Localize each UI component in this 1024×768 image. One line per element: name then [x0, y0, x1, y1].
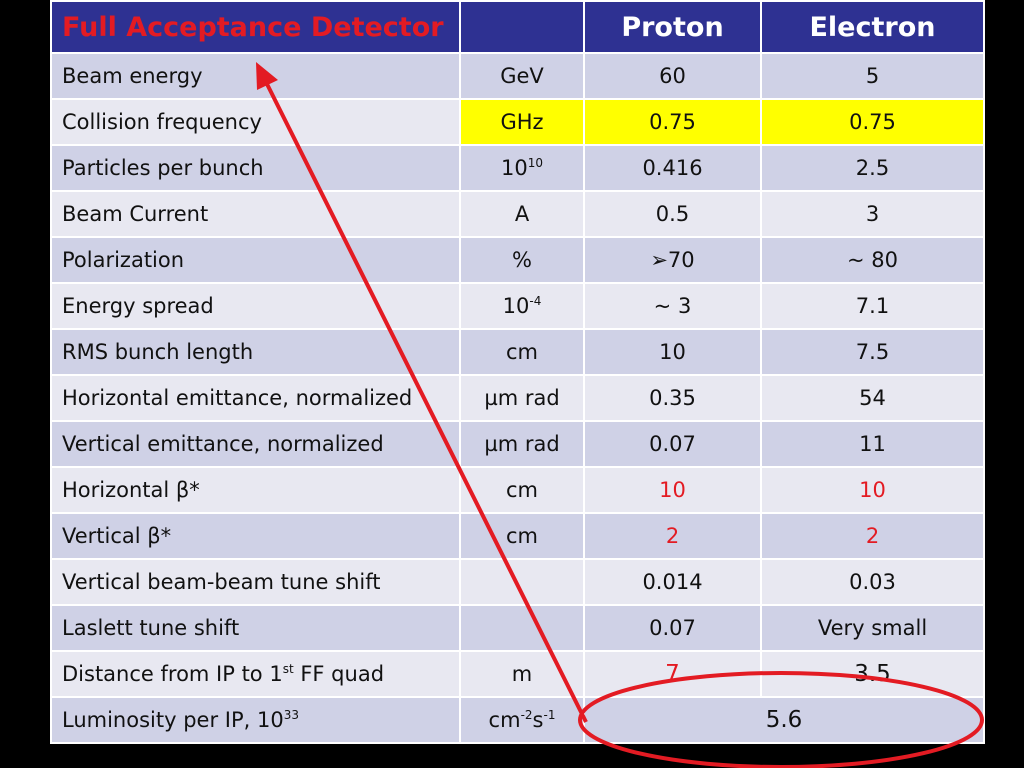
unit-cell: m	[459, 650, 585, 698]
table-row: Particles per bunch 1010 0.416 2.5	[50, 144, 985, 192]
electron-value: 2	[760, 512, 985, 560]
luminosity-value: 5.6	[583, 696, 985, 744]
table-row: Vertical emittance, normalized µm rad 0.…	[50, 420, 985, 468]
unit-cell: cm-2s-1	[459, 696, 585, 744]
param-name: Laslett tune shift	[50, 604, 461, 652]
table-row: Luminosity per IP, 1033 cm-2s-1 5.6	[50, 696, 985, 744]
proton-value: 10	[583, 466, 762, 514]
unit-cell: GHz	[459, 98, 585, 146]
electron-value: Very small	[760, 604, 985, 652]
table-row: Horizontal emittance, normalized µm rad …	[50, 374, 985, 422]
param-name: Vertical beam-beam tune shift	[50, 558, 461, 606]
table-header-row: Full Acceptance Detector Proton Electron	[50, 0, 985, 54]
unit-cell: cm	[459, 512, 585, 560]
proton-value: 10	[583, 328, 762, 376]
param-name: RMS bunch length	[50, 328, 461, 376]
table-row: Beam energy GeV 60 5	[50, 52, 985, 100]
unit-cell	[459, 558, 585, 606]
unit-cell: µm rad	[459, 420, 585, 468]
param-name: Horizontal β*	[50, 466, 461, 514]
proton-value: 0.35	[583, 374, 762, 422]
parameter-table: Full Acceptance Detector Proton Electron…	[50, 0, 985, 744]
unit-cell: %	[459, 236, 585, 284]
proton-value: 0.014	[583, 558, 762, 606]
unit-cell: 10-4	[459, 282, 585, 330]
table-row: Vertical β* cm 2 2	[50, 512, 985, 560]
table-row: Energy spread 10-4 ~ 3 7.1	[50, 282, 985, 330]
param-name: Vertical β*	[50, 512, 461, 560]
table-row: Beam Current A 0.5 3	[50, 190, 985, 238]
unit-cell: µm rad	[459, 374, 585, 422]
proton-value: 2	[583, 512, 762, 560]
table-row: Horizontal β* cm 10 10	[50, 466, 985, 514]
table-row: RMS bunch length cm 10 7.5	[50, 328, 985, 376]
unit-cell: A	[459, 190, 585, 238]
param-name: Polarization	[50, 236, 461, 284]
table-row: Vertical beam-beam tune shift 0.014 0.03	[50, 558, 985, 606]
proton-value: 0.5	[583, 190, 762, 238]
unit-cell: GeV	[459, 52, 585, 100]
electron-value: 7.1	[760, 282, 985, 330]
proton-value: ~ 3	[583, 282, 762, 330]
electron-value: 7.5	[760, 328, 985, 376]
proton-value: 0.07	[583, 420, 762, 468]
param-name: Distance from IP to 1st FF quad	[50, 650, 461, 698]
table-row: Polarization % ➢70 ~ 80	[50, 236, 985, 284]
electron-value: 0.03	[760, 558, 985, 606]
param-name: Beam Current	[50, 190, 461, 238]
proton-header: Proton	[583, 0, 762, 54]
electron-value: 5	[760, 52, 985, 100]
proton-value: 60	[583, 52, 762, 100]
proton-value: 0.75	[583, 98, 762, 146]
electron-value: 3	[760, 190, 985, 238]
unit-cell: cm	[459, 466, 585, 514]
electron-value: 11	[760, 420, 985, 468]
param-name: Particles per bunch	[50, 144, 461, 192]
proton-value: ➢70	[583, 236, 762, 284]
param-name: Collision frequency	[50, 98, 461, 146]
table-row: Laslett tune shift 0.07 Very small	[50, 604, 985, 652]
table-title: Full Acceptance Detector	[50, 0, 461, 54]
electron-value: ~ 80	[760, 236, 985, 284]
electron-header: Electron	[760, 0, 985, 54]
unit-cell: cm	[459, 328, 585, 376]
param-name: Vertical emittance, normalized	[50, 420, 461, 468]
proton-value: 7	[583, 650, 762, 698]
electron-value: 10	[760, 466, 985, 514]
param-name: Horizontal emittance, normalized	[50, 374, 461, 422]
electron-value: 2.5	[760, 144, 985, 192]
unit-header	[459, 0, 585, 54]
table-row: Distance from IP to 1st FF quad m 7 3.5	[50, 650, 985, 698]
electron-value: 54	[760, 374, 985, 422]
electron-value: 0.75	[760, 98, 985, 146]
table-row: Collision frequency GHz 0.75 0.75	[50, 98, 985, 146]
proton-value: 0.416	[583, 144, 762, 192]
param-name: Beam energy	[50, 52, 461, 100]
param-name: Luminosity per IP, 1033	[50, 696, 461, 744]
param-name: Energy spread	[50, 282, 461, 330]
unit-cell	[459, 604, 585, 652]
electron-value: 3.5	[760, 650, 985, 698]
unit-cell: 1010	[459, 144, 585, 192]
proton-value: 0.07	[583, 604, 762, 652]
